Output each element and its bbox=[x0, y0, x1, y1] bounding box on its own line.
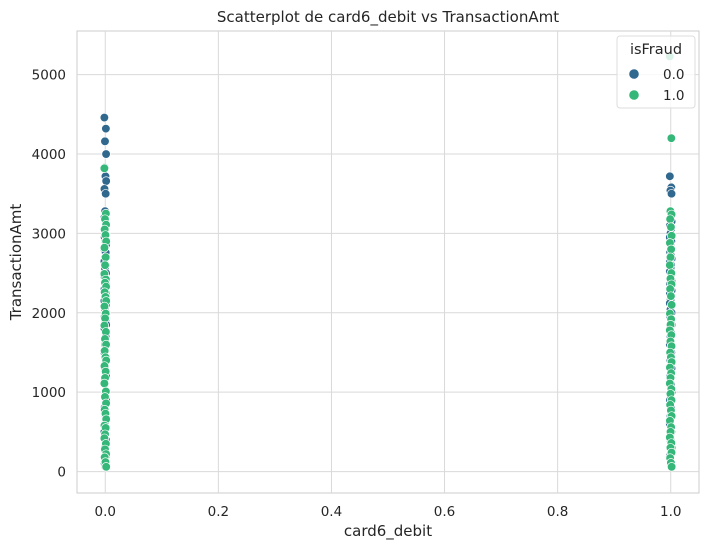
scatter-point bbox=[99, 163, 110, 173]
y-tick-label: 1000 bbox=[32, 385, 66, 401]
x-tick-label: 0.8 bbox=[547, 504, 568, 520]
legend-marker-0 bbox=[628, 68, 640, 80]
plot-area bbox=[76, 30, 700, 494]
y-tick-label: 4000 bbox=[32, 147, 66, 163]
scatter-point bbox=[665, 252, 676, 262]
scatter-point bbox=[666, 222, 676, 232]
scatter-point bbox=[666, 189, 677, 199]
x-tick-label: 1.0 bbox=[660, 504, 681, 520]
scatter-point bbox=[665, 171, 675, 181]
y-tick-label: 2000 bbox=[32, 306, 66, 322]
scatter-point bbox=[101, 149, 111, 159]
legend-entry-1: 1.0 bbox=[663, 88, 684, 104]
scatter-point bbox=[100, 260, 110, 270]
y-tick-labels: 0 1000 2000 3000 4000 5000 bbox=[32, 68, 66, 481]
x-tick-label: 0.4 bbox=[321, 504, 342, 520]
scatter-point bbox=[99, 378, 110, 389]
scatter-point bbox=[101, 462, 111, 472]
scatter-point bbox=[99, 243, 110, 253]
y-tick-label: 5000 bbox=[32, 68, 66, 84]
scatter-point bbox=[665, 214, 675, 224]
scatter-point bbox=[100, 136, 110, 146]
scatter-point bbox=[101, 252, 111, 262]
x-tick-label: 0.0 bbox=[95, 504, 116, 520]
y-tick-label: 0 bbox=[57, 465, 66, 481]
x-tick-labels: 0.0 0.2 0.4 0.6 0.8 1.0 bbox=[95, 504, 682, 520]
scatter-point bbox=[666, 133, 676, 143]
legend-entry-0: 0.0 bbox=[663, 67, 684, 83]
grid-lines bbox=[77, 31, 699, 493]
scatter-point bbox=[666, 244, 676, 254]
y-tick-label: 3000 bbox=[32, 226, 66, 242]
chart-title: Scatterplot de card6_debit vs Transactio… bbox=[217, 8, 559, 27]
legend-title: isFraud bbox=[630, 42, 682, 58]
scatter-point bbox=[101, 176, 111, 186]
scatter-point bbox=[665, 260, 675, 270]
scatter-point bbox=[101, 189, 111, 199]
scatter-point bbox=[666, 462, 677, 472]
x-tick-label: 0.6 bbox=[434, 504, 455, 520]
x-axis-label: card6_debit bbox=[344, 522, 432, 541]
legend-marker-1 bbox=[628, 89, 640, 101]
scatter-point bbox=[99, 112, 110, 123]
x-tick-label: 0.2 bbox=[208, 504, 229, 520]
scatter-point bbox=[666, 291, 676, 301]
y-axis-label: TransactionAmt bbox=[7, 204, 25, 322]
data-points bbox=[99, 51, 677, 472]
scatter-point bbox=[666, 300, 677, 310]
scatter-point bbox=[101, 123, 111, 134]
legend: isFraud 0.0 1.0 bbox=[616, 35, 696, 109]
